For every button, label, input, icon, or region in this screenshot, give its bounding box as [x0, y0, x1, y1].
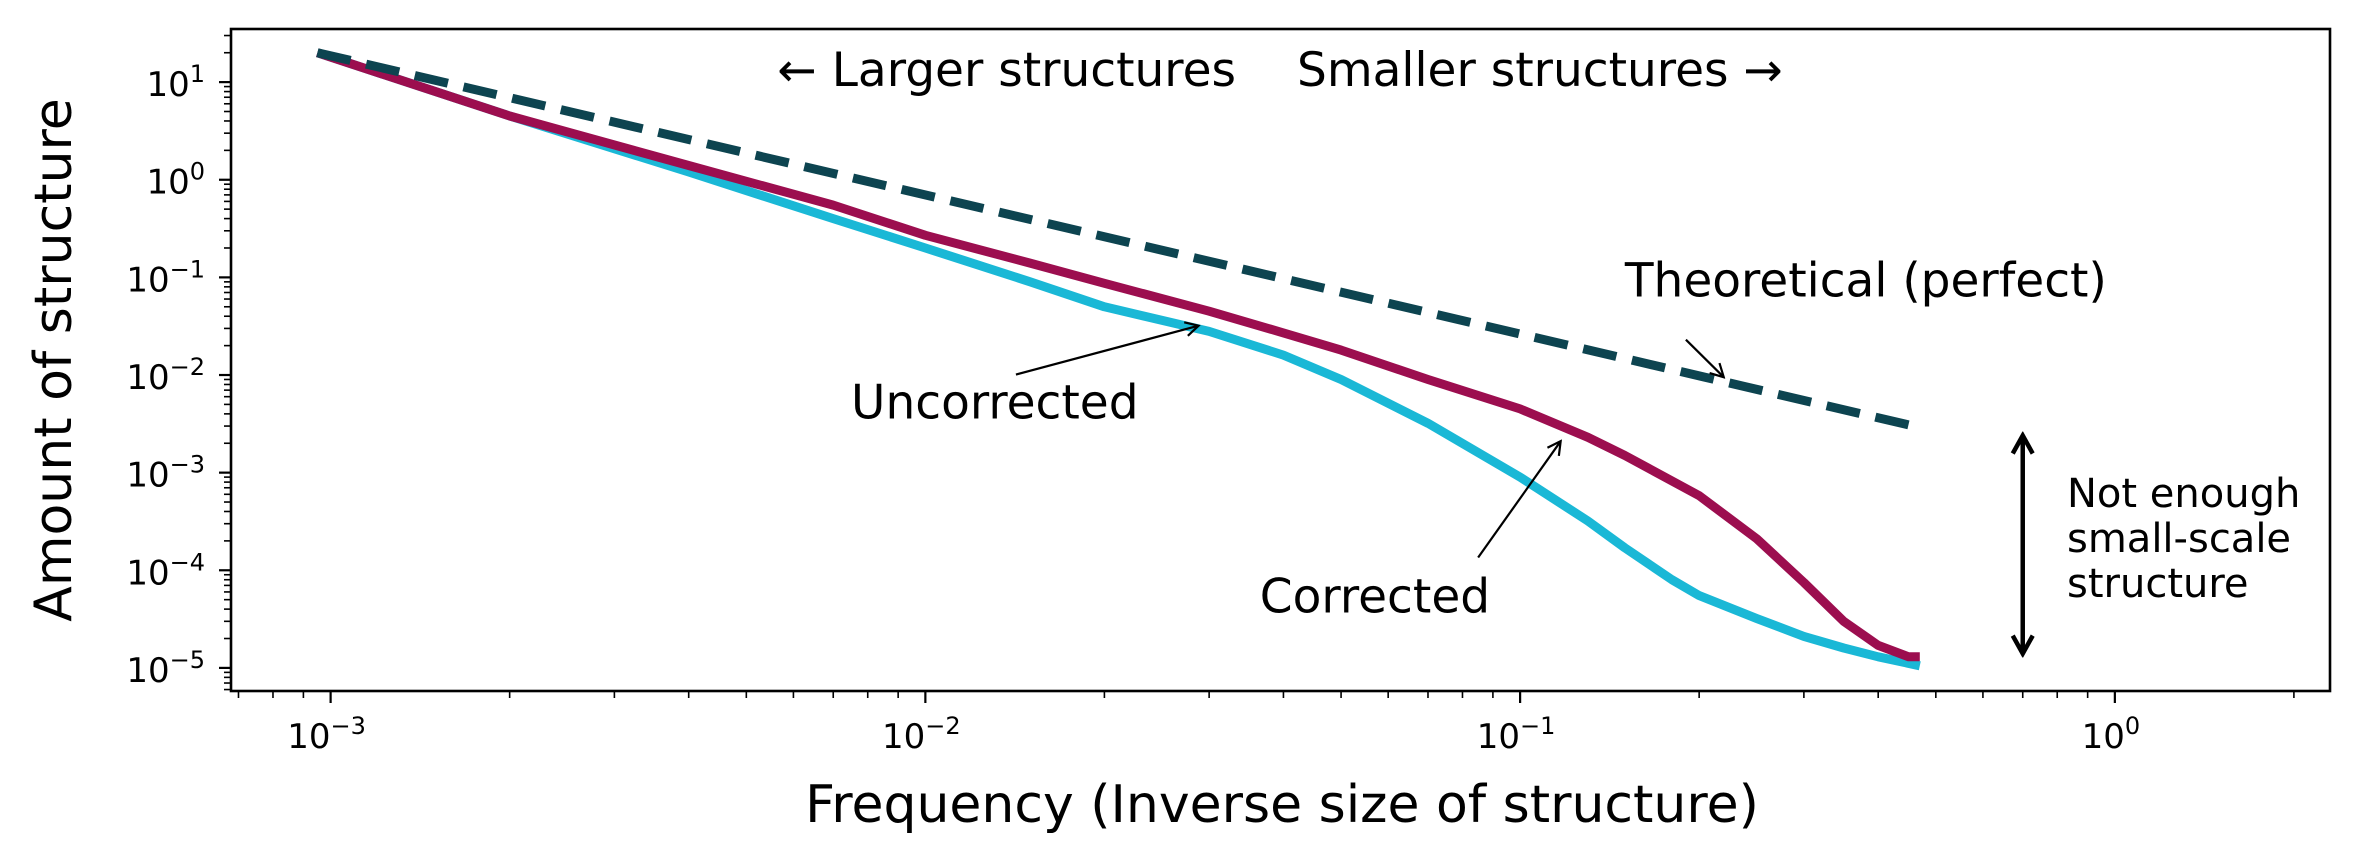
x-tick-label-3: 100 — [2082, 712, 2141, 757]
x-tick-label-2: 10−1 — [1477, 712, 1556, 757]
plot-frame — [229, 27, 2332, 693]
annotation-corrected-label: Corrected — [1260, 569, 1490, 624]
x-tick-label-1: 10−2 — [882, 712, 961, 757]
series-layer — [315, 48, 1921, 671]
series-line-2 — [316, 48, 1921, 432]
annotation-uncorrected-label: Uncorrected — [851, 375, 1139, 430]
side-note-line-0: Not enough — [2067, 471, 2300, 517]
x-tick-label-0: 10−3 — [287, 712, 366, 757]
y-tick-label-0: 101 — [146, 60, 205, 105]
direction-label-smaller: Smaller structures → — [1297, 43, 1783, 98]
axis-layer: 10−3 10−2 10−1 100 101 100 10−1 10−2 10−3 10−4 10−… — [126, 34, 2295, 757]
annotation-corrected-arrow — [1477, 441, 1561, 559]
annotation-theoretical-label: Theoretical (perfect) — [1624, 253, 2107, 308]
annotation-uncorrected-arrow — [1015, 326, 1199, 376]
y-tick-label-5: 10−4 — [126, 548, 205, 593]
annotation-theoretical-arrow — [1685, 338, 1724, 377]
direction-label-larger: ← Larger structures — [777, 43, 1236, 98]
y-tick-label-6: 10−5 — [126, 646, 205, 691]
y-tick-label-1: 100 — [146, 158, 205, 203]
series-line-0 — [315, 48, 1921, 671]
side-note-line-2: structure — [2067, 561, 2249, 607]
side-note-line-1: small-scale — [2067, 516, 2291, 562]
series-line-1 — [315, 48, 1920, 662]
y-axis-title: Amount of structure — [24, 98, 84, 622]
y-tick-label-3: 10−2 — [126, 353, 205, 398]
y-tick-label-4: 10−3 — [126, 451, 205, 496]
x-axis-title: Frequency (Inverse size of structure) — [805, 775, 1759, 835]
y-tick-label-2: 10−1 — [126, 255, 205, 300]
annotation-layer: Theoretical (perfect) Uncorrected Correcte… — [851, 253, 2300, 653]
